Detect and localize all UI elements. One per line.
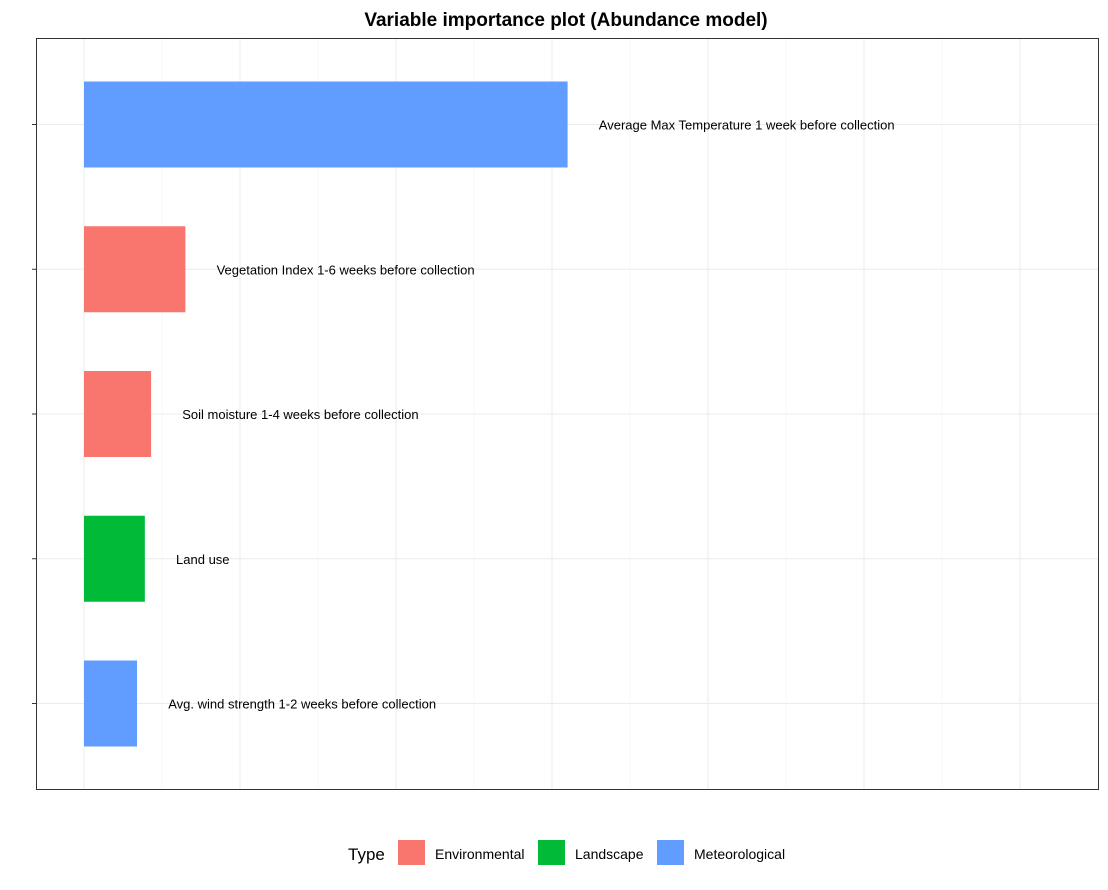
legend-label: Landscape [575, 846, 644, 862]
bar-label: Average Max Temperature 1 week before co… [599, 118, 895, 133]
bar-1 [84, 81, 568, 168]
bar-2 [84, 226, 186, 313]
legend-key-meteorological [657, 840, 684, 865]
bars [84, 81, 568, 747]
bar-label: Land use [176, 552, 230, 567]
legend-title: Type [348, 845, 385, 864]
bar-4 [84, 515, 145, 602]
chart-title: Variable importance plot (Abundance mode… [364, 10, 767, 31]
legend-key-landscape [538, 840, 565, 865]
legend-label: Meteorological [694, 846, 785, 862]
plot-panel-border [36, 38, 1099, 790]
bar-label: Avg. wind strength 1-2 weeks before coll… [168, 697, 436, 712]
bar-3 [84, 371, 152, 457]
bar-5 [84, 660, 138, 747]
bar-labels: Average Max Temperature 1 week before co… [168, 118, 894, 712]
bar-label: Soil moisture 1-4 weeks before collectio… [182, 407, 418, 422]
legend-key-environmental [398, 840, 425, 865]
legend-label: Environmental [435, 846, 525, 862]
legend: Type Environmental Landscape Meteorologica… [348, 840, 785, 865]
bar-label: Vegetation Index 1-6 weeks before collec… [217, 262, 475, 277]
legend-entries: Environmental Landscape Meteorological [398, 840, 785, 865]
